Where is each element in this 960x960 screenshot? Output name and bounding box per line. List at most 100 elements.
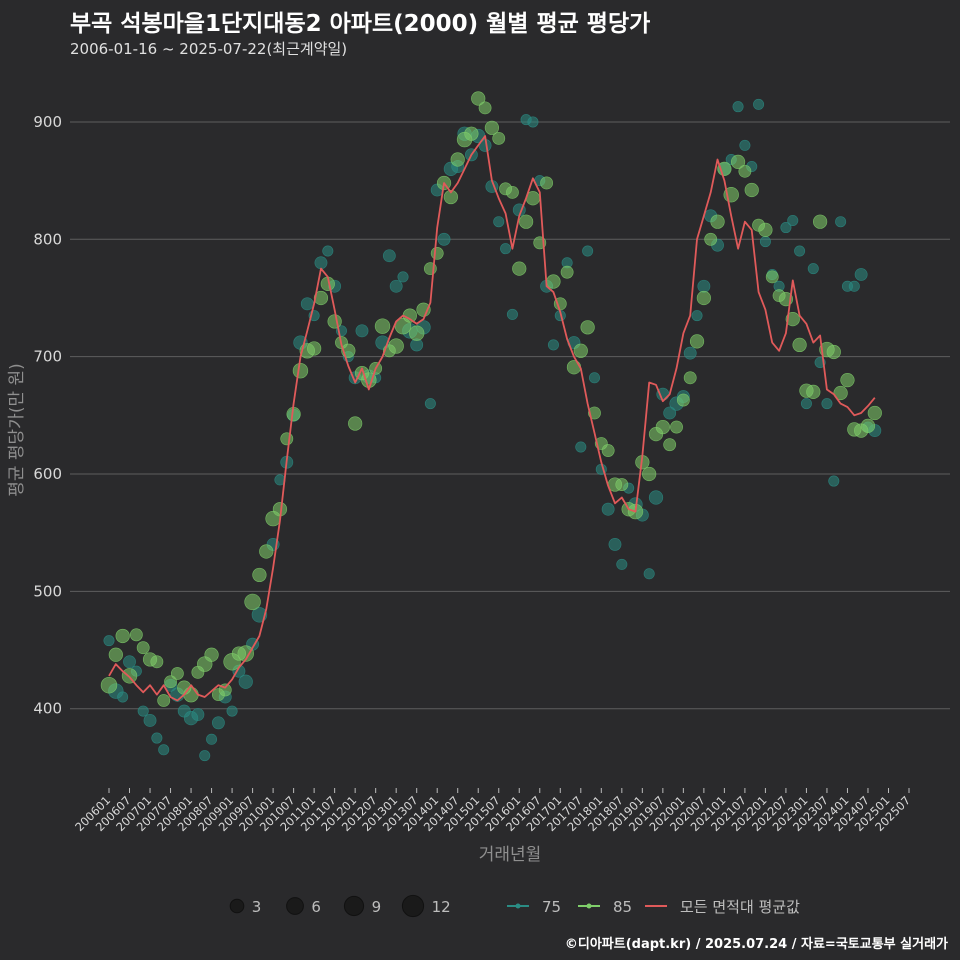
- point-75: [103, 635, 115, 647]
- point-85: [758, 222, 773, 238]
- point-75: [753, 98, 765, 110]
- point-85: [744, 182, 759, 198]
- point-85: [464, 126, 479, 141]
- legend-label: 모든 면적대 평균값: [680, 898, 800, 916]
- y-tick-label: 700: [33, 348, 62, 366]
- point-75: [397, 271, 409, 283]
- point-85: [252, 567, 267, 583]
- y-tick-label: 400: [33, 700, 62, 718]
- point-75: [683, 346, 697, 360]
- point-85: [108, 647, 123, 662]
- point-75: [588, 372, 600, 384]
- y-tick-label: 800: [33, 230, 62, 248]
- point-75: [137, 705, 149, 717]
- point-85: [710, 214, 725, 229]
- footer-credit: ©디아파트(dapt.kr) / 2025.07.24 / 자료=국토교통부 실…: [564, 937, 948, 952]
- point-85: [792, 337, 807, 353]
- chart-title: 부곡 석봉마을1단지대동2 아파트(2000) 월별 평균 평당가: [70, 11, 651, 37]
- point-85: [540, 176, 554, 190]
- y-axis-ticks: 400 500 600 700 800 900: [33, 113, 62, 718]
- point-75: [355, 324, 369, 338]
- point-85: [170, 667, 184, 680]
- point-75: [691, 310, 703, 322]
- point-85: [867, 405, 882, 421]
- point-85: [615, 478, 629, 491]
- point-75: [787, 215, 799, 227]
- point-85: [785, 311, 800, 327]
- legend-size-label: 6: [311, 898, 321, 916]
- point-85: [408, 325, 425, 341]
- point-75: [226, 705, 238, 717]
- point-85: [484, 120, 500, 135]
- point-85: [136, 641, 150, 655]
- point-85: [518, 214, 534, 229]
- point-75: [151, 732, 163, 744]
- series-75-points: [103, 98, 882, 762]
- point-75: [648, 490, 664, 505]
- point-75: [663, 406, 677, 420]
- legend-size-3: [229, 898, 245, 914]
- point-85: [765, 270, 779, 284]
- point-85: [292, 363, 309, 379]
- y-tick-label: 900: [33, 113, 62, 131]
- point-85: [860, 418, 876, 434]
- grid-lines: [70, 121, 950, 710]
- point-85: [204, 647, 219, 662]
- point-75: [780, 222, 792, 234]
- point-75: [759, 236, 771, 248]
- chart-subtitle: 2006-01-16 ~ 2025-07-22(최근계약일): [70, 40, 348, 58]
- point-85: [573, 343, 588, 358]
- point-75: [382, 249, 396, 263]
- point-75: [500, 243, 512, 255]
- point-85: [738, 164, 752, 178]
- point-85: [813, 214, 828, 229]
- legend-key-dot: [515, 903, 521, 909]
- legend-size-label: 3: [252, 898, 262, 916]
- point-75: [238, 674, 253, 689]
- point-85: [259, 544, 274, 559]
- point-85: [244, 593, 261, 611]
- point-85: [150, 655, 164, 669]
- point-75: [835, 216, 847, 228]
- y-tick-label: 500: [33, 582, 62, 600]
- point-75: [828, 475, 840, 487]
- point-85: [601, 444, 615, 457]
- point-75: [506, 308, 518, 320]
- point-75: [616, 558, 628, 570]
- point-75: [493, 216, 505, 228]
- point-85: [280, 432, 294, 446]
- point-85: [655, 419, 670, 435]
- point-75: [389, 279, 403, 293]
- point-85: [313, 290, 329, 306]
- point-75: [117, 691, 129, 703]
- point-75: [300, 297, 314, 311]
- legend: 3 6 9 12 75 85 모든 면적대 평균값: [229, 894, 800, 918]
- average-line-group: [108, 135, 876, 702]
- point-85: [826, 344, 841, 360]
- point-85: [806, 384, 821, 399]
- point-75: [575, 441, 587, 453]
- point-85: [840, 373, 855, 388]
- point-85: [327, 314, 342, 329]
- legend-label: 75: [542, 898, 561, 916]
- point-85: [730, 154, 746, 169]
- point-75: [206, 733, 218, 745]
- legend-size-6: [286, 897, 304, 915]
- point-75: [437, 232, 451, 246]
- point-85: [430, 246, 444, 260]
- point-75: [158, 744, 170, 756]
- legend-size-9: [343, 895, 365, 917]
- point-85: [478, 101, 492, 115]
- point-75: [191, 708, 205, 721]
- point-85: [566, 360, 582, 375]
- y-tick-label: 600: [33, 465, 62, 483]
- point-85: [560, 265, 574, 279]
- legend-key-dot: [586, 903, 592, 909]
- point-85: [492, 131, 506, 145]
- point-75: [821, 398, 833, 410]
- point-85: [443, 189, 458, 205]
- point-75: [732, 101, 744, 113]
- point-75: [697, 279, 711, 293]
- point-85: [642, 466, 657, 482]
